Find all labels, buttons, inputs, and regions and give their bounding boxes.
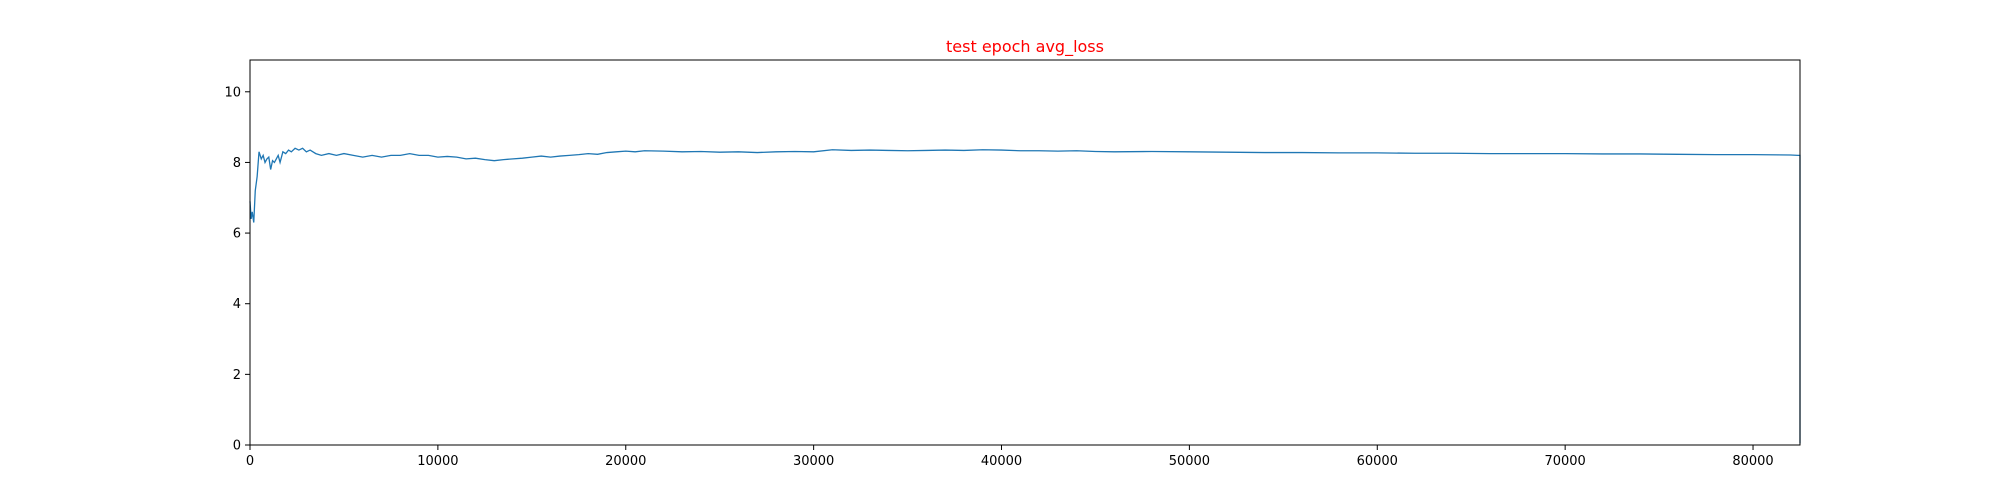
y-axis: 0 2 4 6 8 10 xyxy=(224,85,250,454)
x-tick-label: 50000 xyxy=(1169,454,1210,469)
plot-area-frame xyxy=(249,59,1801,446)
y-tick-label: 6 xyxy=(233,227,241,242)
x-tick-label: 40000 xyxy=(981,454,1022,469)
x-axis: 0 10000 20000 30000 40000 50000 60000 70000 8000… xyxy=(246,445,1774,469)
x-tick-label: 30000 xyxy=(793,454,834,469)
x-tick-label: 80000 xyxy=(1732,454,1773,469)
y-tick-label: 0 xyxy=(233,439,241,454)
y-tick-label: 2 xyxy=(233,368,241,383)
y-tick-label: 10 xyxy=(224,85,241,100)
y-tick-label: 4 xyxy=(233,297,241,312)
chart-title: test epoch avg_loss xyxy=(946,37,1104,57)
x-tick-label: 70000 xyxy=(1544,454,1585,469)
series-line-avg-loss xyxy=(249,147,1801,444)
y-tick-label: 8 xyxy=(233,156,241,171)
x-tick-label: 0 xyxy=(246,454,254,469)
x-tick-label: 20000 xyxy=(605,454,646,469)
x-tick-label: 10000 xyxy=(417,454,458,469)
x-tick-label: 60000 xyxy=(1357,454,1398,469)
